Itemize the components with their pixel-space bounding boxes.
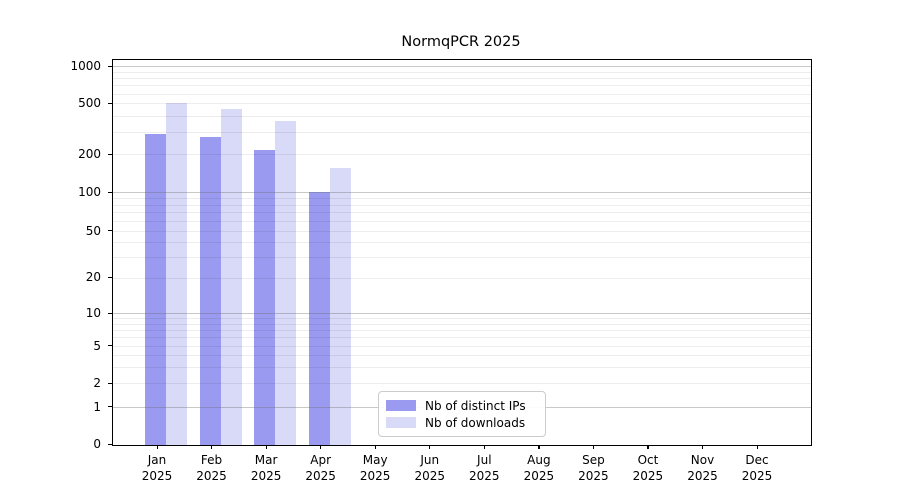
x-tick-label-apr: Apr 2025 <box>305 453 336 483</box>
x-tick-mark-aug <box>538 445 540 449</box>
y-tick-mark-2 <box>108 382 112 384</box>
x-tick-mark-may <box>374 445 376 449</box>
y-tick-label-2: 2 <box>93 376 101 391</box>
bar-downloads-jan <box>166 102 187 445</box>
bar-distinct_ips-feb <box>199 136 221 445</box>
y-tick-mark-1 <box>108 406 112 408</box>
y-tick-label-20: 20 <box>85 270 101 285</box>
y-tick-mark-200 <box>108 153 112 155</box>
bar-distinct_ips-mar <box>254 150 276 445</box>
x-tick-label-dec: Dec 2025 <box>741 453 773 483</box>
chart-title: NormqPCR 2025 <box>401 34 521 50</box>
x-tick-mark-jan <box>156 445 158 449</box>
x-tick-mark-dec <box>756 445 758 449</box>
x-tick-label-may: May 2025 <box>359 453 391 483</box>
legend-swatch-distinct-ips <box>386 400 416 411</box>
y-tick-mark-5 <box>108 345 112 347</box>
x-tick-label-jun: Jun 2025 <box>414 453 446 483</box>
y-tick-mark-20 <box>108 276 112 279</box>
x-tick-label-sep: Sep 2025 <box>578 453 609 483</box>
bars-layer <box>113 60 811 445</box>
x-tick-mark-sep <box>592 445 595 449</box>
y-tick-mark-10 <box>108 312 112 314</box>
x-tick-label-jul: Jul 2025 <box>469 453 500 483</box>
y-tick-mark-1000 <box>108 65 112 67</box>
x-tick-label-jan: Jan 2025 <box>141 453 173 483</box>
y-tick-label-5: 5 <box>93 338 101 353</box>
x-tick-label-oct: Oct 2025 <box>632 453 664 483</box>
y-tick-mark-0 <box>108 443 112 445</box>
bar-distinct_ips-jan <box>145 134 166 445</box>
bar-downloads-feb <box>220 108 242 445</box>
x-tick-mark-apr <box>320 445 322 449</box>
y-tick-mark-50 <box>108 230 112 232</box>
legend-swatch-downloads <box>386 417 416 428</box>
y-tick-label-10: 10 <box>85 306 101 321</box>
y-tick-mark-500 <box>108 102 112 104</box>
x-tick-label-nov: Nov 2025 <box>687 453 718 483</box>
legend-label-downloads: Nb of downloads <box>425 415 526 430</box>
legend: Nb of distinct IPs Nb of downloads <box>378 391 546 437</box>
y-tick-label-100: 100 <box>78 185 101 200</box>
y-tick-label-50: 50 <box>85 223 101 238</box>
bar-distinct_ips-apr <box>308 191 330 445</box>
x-tick-label-mar: Mar 2025 <box>250 453 282 483</box>
legend-item-downloads: Nb of downloads <box>386 414 537 431</box>
y-tick-label-500: 500 <box>78 96 101 111</box>
y-tick-label-0: 0 <box>93 437 101 451</box>
legend-item-distinct-ips: Nb of distinct IPs <box>386 397 537 414</box>
y-tick-mark-100 <box>108 191 112 193</box>
x-tick-mark-jun <box>429 445 431 449</box>
x-tick-mark-jul <box>483 445 485 449</box>
y-axis: 0 1 2 5 10 20 50 100 200 500 1000 <box>0 59 112 451</box>
x-tick-mark-oct <box>647 445 649 449</box>
x-tick-mark-nov <box>702 445 704 449</box>
legend-label-distinct-ips: Nb of distinct IPs <box>425 398 526 413</box>
x-tick-mark-mar <box>265 445 267 449</box>
x-tick-mark-feb <box>211 445 213 449</box>
x-tick-label-feb: Feb 2025 <box>196 453 227 483</box>
bar-downloads-apr <box>329 167 351 445</box>
bar-downloads-mar <box>275 121 297 445</box>
y-tick-label-1000: 1000 <box>70 59 101 74</box>
x-axis: Jan 2025 Feb 2025 Mar 2025 Apr 2025 May 2025 Jun 20… <box>112 445 810 495</box>
y-tick-label-200: 200 <box>78 147 101 162</box>
x-tick-label-aug: Aug 2025 <box>523 453 555 483</box>
plot-area: Nb of distinct IPs Nb of downloads <box>112 59 812 446</box>
y-tick-label-1: 1 <box>93 399 101 414</box>
